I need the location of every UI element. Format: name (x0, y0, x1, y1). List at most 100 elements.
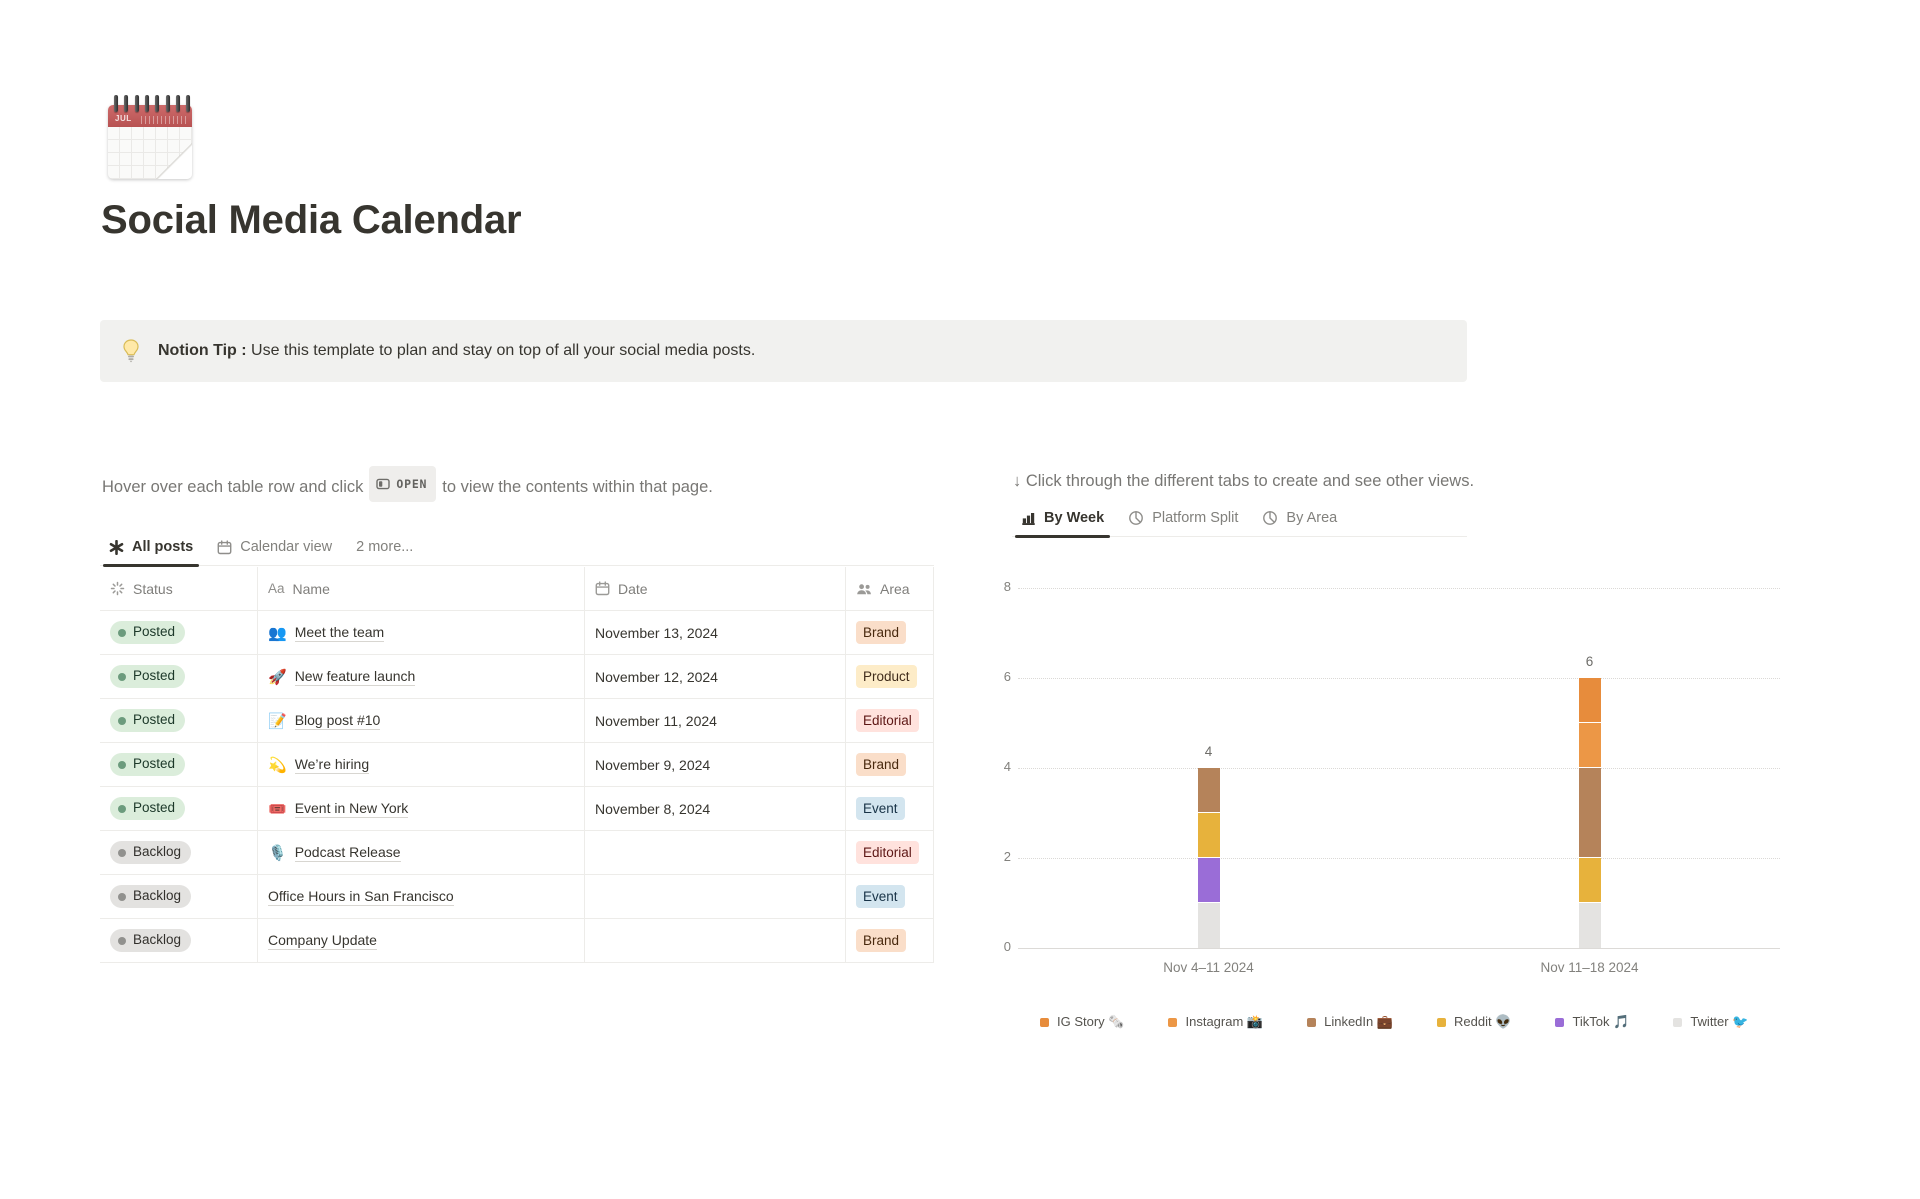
page-title[interactable]: Social Media Calendar (101, 198, 522, 242)
page-link[interactable]: Meet the team (294, 623, 385, 642)
date-value: November 8, 2024 (595, 800, 711, 817)
area-cell[interactable]: Brand (846, 611, 934, 654)
bar-segment-twitter[interactable] (1578, 903, 1601, 948)
left-instruction-text: Hover over each table row and click OPEN t… (102, 466, 742, 502)
table-row[interactable]: Backlog Company Update Brand (100, 919, 934, 963)
area-cell[interactable]: Event (846, 875, 934, 918)
status-cell[interactable]: Posted (100, 699, 258, 742)
status-dot (118, 672, 126, 681)
legend-item-linkedin[interactable]: LinkedIn 💼 (1307, 1014, 1393, 1030)
status-cell[interactable]: Backlog (100, 831, 258, 874)
table-row[interactable]: Posted 👥 Meet the team November 13, 2024 Bra… (100, 611, 934, 655)
column-header-status[interactable]: Status (100, 567, 258, 610)
page-link[interactable]: New feature launch (294, 667, 416, 686)
date-cell[interactable]: November 11, 2024 (585, 699, 846, 742)
legend-label: Twitter 🐦 (1690, 1014, 1749, 1029)
area-cell[interactable]: Brand (846, 743, 934, 786)
status-badge: Posted (110, 665, 186, 688)
page-link[interactable]: Blog post #10 (294, 711, 381, 730)
bar-segment-reddit[interactable] (1578, 858, 1601, 903)
table-row[interactable]: Posted 🚀 New feature launch November 12, 20… (100, 655, 934, 699)
y-axis-label: 4 (1003, 759, 1011, 774)
tab-more-views[interactable]: 2 more... (356, 539, 414, 555)
y-axis-label: 2 (1003, 849, 1011, 864)
table-row[interactable]: Posted 📝 Blog post #10 November 11, 2024 Edi… (100, 699, 934, 743)
name-cell[interactable]: 📝 Blog post #10 (258, 699, 585, 742)
bar-segment-linkedin[interactable] (1578, 768, 1601, 858)
bar-segment-instagram[interactable] (1578, 723, 1601, 768)
bar-segment-twitter[interactable] (1197, 903, 1220, 948)
calendar-band-ticks (141, 116, 187, 124)
name-cell[interactable]: Office Hours in San Francisco (258, 875, 585, 918)
area-cell[interactable]: Brand (846, 919, 934, 962)
date-cell[interactable] (585, 875, 846, 918)
gridline-2 (1018, 858, 1780, 859)
legend-item-ig[interactable]: IG Story 🗞️ (1040, 1014, 1124, 1030)
legend-item-tiktok[interactable]: TikTok 🎵 (1555, 1014, 1629, 1030)
name-cell[interactable]: 🚀 New feature launch (258, 655, 585, 698)
table-row[interactable]: Backlog Office Hours in San Francisco Even… (100, 875, 934, 919)
legend-item-instagram[interactable]: Instagram 📸 (1168, 1014, 1263, 1030)
name-cell[interactable]: Company Update (258, 919, 585, 962)
row-emoji-icon: 🚀 (268, 668, 287, 686)
open-button[interactable]: OPEN (369, 466, 437, 502)
status-cell[interactable]: Posted (100, 787, 258, 830)
legend-marker (1307, 1017, 1317, 1027)
name-cell[interactable]: 👥 Meet the team (258, 611, 585, 654)
page-link[interactable]: Event in New York (294, 799, 409, 818)
bar-segment-linkedin[interactable] (1197, 768, 1220, 813)
date-cell[interactable] (585, 831, 846, 874)
status-dot (118, 848, 126, 857)
status-cell[interactable]: Posted (100, 655, 258, 698)
tab-by-week[interactable]: By Week (1012, 505, 1113, 538)
name-cell[interactable]: 🎙️ Podcast Release (258, 831, 585, 874)
legend-item-reddit[interactable]: Reddit 👽 (1437, 1014, 1511, 1030)
area-cell[interactable]: Product (846, 655, 934, 698)
date-cell[interactable] (585, 919, 846, 962)
date-cell[interactable]: November 8, 2024 (585, 787, 846, 830)
area-cell[interactable]: Editorial (846, 699, 934, 742)
tab-calendar-view[interactable]: Calendar view (208, 534, 341, 565)
bar-segment-reddit[interactable] (1197, 813, 1220, 858)
table-row[interactable]: Posted 💫 We’re hiring November 9, 2024 Brand (100, 743, 934, 787)
calendar-icon (595, 581, 610, 596)
date-cell[interactable]: November 12, 2024 (585, 655, 846, 698)
status-cell[interactable]: Posted (100, 743, 258, 786)
name-cell[interactable]: 🎟️ Event in New York (258, 787, 585, 830)
table-row[interactable]: Backlog 🎙️ Podcast Release Editorial (100, 831, 934, 875)
table-row[interactable]: Posted 🎟️ Event in New York November 8, 202… (100, 787, 934, 831)
status-cell[interactable]: Backlog (100, 919, 258, 962)
callout-bold-label: Notion Tip : (158, 342, 247, 359)
date-cell[interactable]: November 9, 2024 (585, 743, 846, 786)
page-icon-spiral-calendar[interactable]: JUL (108, 95, 192, 179)
page-link[interactable]: We’re hiring (294, 755, 370, 774)
bar-total-label: 4 (1204, 744, 1213, 759)
status-cell[interactable]: Backlog (100, 875, 258, 918)
area-tag: Editorial (856, 840, 919, 865)
column-header-date[interactable]: Date (585, 567, 846, 610)
page-link[interactable]: Company Update (268, 931, 377, 950)
status-label: Posted (133, 800, 176, 816)
area-cell[interactable]: Editorial (846, 831, 934, 874)
status-dot (118, 892, 126, 901)
bar-segment-ig[interactable] (1578, 678, 1601, 723)
status-spinner-icon (110, 581, 125, 596)
tab-by-area[interactable]: By Area (1253, 505, 1346, 536)
status-badge: Posted (110, 797, 186, 820)
date-cell[interactable]: November 13, 2024 (585, 611, 846, 654)
page-link[interactable]: Podcast Release (294, 843, 401, 862)
name-cell[interactable]: 💫 We’re hiring (258, 743, 585, 786)
area-cell[interactable]: Event (846, 787, 934, 830)
area-tag: Brand (856, 752, 907, 777)
status-badge: Backlog (110, 841, 192, 864)
legend-item-twitter[interactable]: Twitter 🐦 (1673, 1014, 1748, 1030)
tab-platform-split[interactable]: Platform Split (1119, 505, 1247, 536)
tab-all-posts[interactable]: All posts (100, 534, 202, 567)
status-badge: Posted (110, 753, 186, 776)
bar-segment-tiktok[interactable] (1197, 858, 1220, 903)
status-label: Posted (133, 668, 176, 684)
page-link[interactable]: Office Hours in San Francisco (268, 887, 454, 906)
column-header-name[interactable]: Aa Name (258, 567, 585, 610)
column-header-area[interactable]: Area (846, 567, 934, 610)
status-cell[interactable]: Posted (100, 611, 258, 654)
